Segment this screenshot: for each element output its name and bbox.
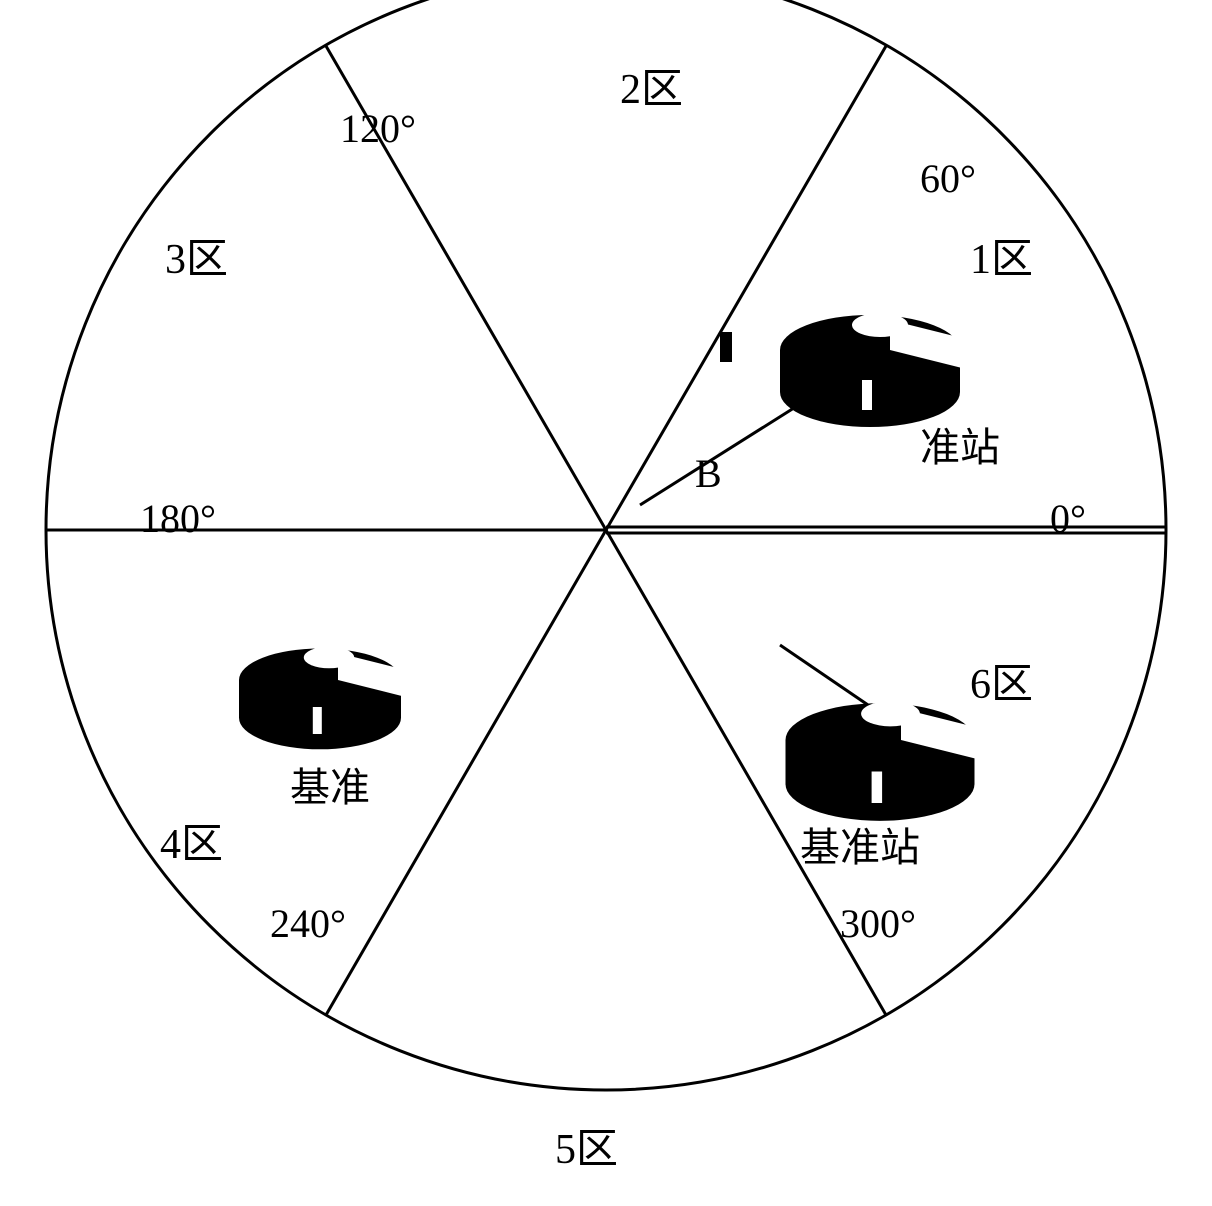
radial-diagram <box>0 0 1212 1206</box>
outer-circle <box>46 0 1166 1090</box>
angle-label-0: 0° <box>1050 495 1086 542</box>
angle-label-300: 300° <box>840 900 916 947</box>
pointer-label-b: B <box>695 450 722 497</box>
angle-label-120: 120° <box>340 105 416 152</box>
angle-label-60: 60° <box>920 155 976 202</box>
station-label-lower-left: 基准 <box>290 755 370 813</box>
zone-label-4: 4区 <box>160 810 223 871</box>
station-upper-right <box>780 313 962 427</box>
small-mark <box>720 332 732 362</box>
station-lower-right <box>786 701 977 821</box>
angle-label-180: 180° <box>140 495 216 542</box>
zone-label-6: 6区 <box>970 650 1033 711</box>
zone-label-3: 3区 <box>165 225 228 286</box>
station-label-upper-right: 准站 <box>920 415 1000 473</box>
zone-label-2: 2区 <box>620 55 683 116</box>
station-lower-left <box>239 647 403 750</box>
station-label-lower-right: 基准站 <box>800 815 920 873</box>
zone-label-5: 5区 <box>555 1115 618 1176</box>
angle-label-240: 240° <box>270 900 346 947</box>
zone-label-1: 1区 <box>970 225 1033 286</box>
